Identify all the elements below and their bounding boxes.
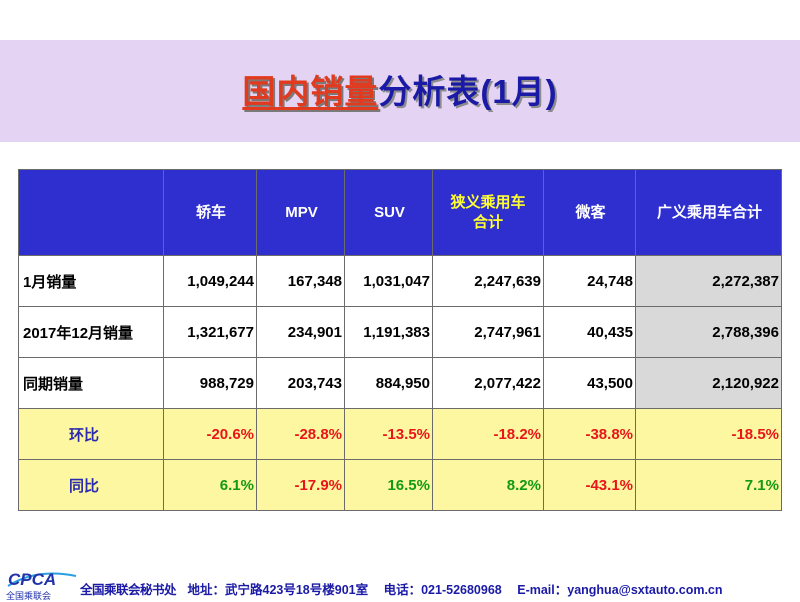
table-cell-pct: -18.2% [432, 408, 544, 460]
row-label: 2017年12月销量 [18, 306, 164, 358]
table-cell: 2,247,639 [432, 255, 544, 307]
table-cell-pct: -17.9% [256, 459, 345, 511]
table-header-cell: 轿车 [163, 169, 257, 256]
table-cell: 1,049,244 [163, 255, 257, 307]
table-cell-pct: -13.5% [344, 408, 433, 460]
table-cell-total: 2,272,387 [635, 255, 782, 307]
table-cell: 234,901 [256, 306, 345, 358]
cpca-swoosh-icon [7, 572, 77, 587]
table-cell: 2,077,422 [432, 357, 544, 409]
row-label: 同比 [18, 459, 164, 511]
footer: CPCA 全国乘联会 全国乘联会秘书处 地址：武宁路423号18号楼901室 电… [0, 570, 800, 601]
table-cell: 988,729 [163, 357, 257, 409]
table-cell-pct: 6.1% [163, 459, 257, 511]
footer-org: 全国乘联会秘书处 [80, 583, 177, 597]
table-cell-pct: -18.5% [635, 408, 782, 460]
footer-email: E-mail：yanghua@sxtauto.com.cn [517, 583, 723, 597]
footer-address: 地址：武宁路423号18号楼901室 [187, 583, 369, 597]
table-row-pct: 环比 -20.6% -28.8% -13.5% -18.2% -38.8% -1… [18, 408, 782, 460]
table-cell: 2,747,961 [432, 306, 544, 358]
table-cell: 40,435 [543, 306, 636, 358]
footer-phone: 电话：021-52680968 [383, 583, 502, 597]
table-header-cell-narrow-total: 狭义乘用车合计 [432, 169, 544, 256]
table-header-cell: 广义乘用车合计 [635, 169, 782, 256]
table-header-cell [18, 169, 164, 256]
table-row: 1月销量 1,049,244 167,348 1,031,047 2,247,6… [18, 255, 782, 307]
row-label: 1月销量 [18, 255, 164, 307]
table-cell-pct: -28.8% [256, 408, 345, 460]
row-label: 环比 [18, 408, 164, 460]
cpca-logo: CPCA 全国乘联会 [6, 570, 78, 601]
table-row: 2017年12月销量 1,321,677 234,901 1,191,383 2… [18, 306, 782, 358]
sales-analysis-table: 轿车 MPV SUV 狭义乘用车合计 微客 广义乘用车合计 1月销量 1,049… [18, 169, 782, 511]
table-cell-pct: -38.8% [543, 408, 636, 460]
page-title: 国内销量分析表(1月) [0, 70, 800, 114]
table-cell-pct: 8.2% [432, 459, 544, 511]
table-cell-total: 2,788,396 [635, 306, 782, 358]
table-header-row: 轿车 MPV SUV 狭义乘用车合计 微客 广义乘用车合计 [18, 169, 782, 256]
table-row: 同期销量 988,729 203,743 884,950 2,077,422 4… [18, 357, 782, 409]
table-header-cell: 微客 [543, 169, 636, 256]
table-cell: 1,191,383 [344, 306, 433, 358]
logo-text: CPCA [8, 570, 57, 589]
title-blue-part: 分析表(1月) [378, 73, 558, 110]
table-cell: 24,748 [543, 255, 636, 307]
table-cell-total: 2,120,922 [635, 357, 782, 409]
table-cell: 1,321,677 [163, 306, 257, 358]
footer-contact-info: 全国乘联会秘书处 地址：武宁路423号18号楼901室 电话：021-52680… [80, 579, 723, 598]
table-cell: 167,348 [256, 255, 345, 307]
table-row-pct: 同比 6.1% -17.9% 16.5% 8.2% -43.1% 7.1% [18, 459, 782, 511]
table-cell: 884,950 [344, 357, 433, 409]
table-cell-pct: -43.1% [543, 459, 636, 511]
table-cell-pct: 16.5% [344, 459, 433, 511]
table-cell: 1,031,047 [344, 255, 433, 307]
table-cell: 43,500 [543, 357, 636, 409]
table-header-cell: MPV [256, 169, 345, 256]
logo-subtext: 全国乘联会 [6, 591, 52, 601]
table-header-cell: SUV [344, 169, 433, 256]
title-band [0, 40, 800, 142]
table-cell-pct: 7.1% [635, 459, 782, 511]
table-cell-pct: -20.6% [163, 408, 257, 460]
table-cell: 203,743 [256, 357, 345, 409]
title-red-part: 国内销量 [242, 73, 379, 110]
row-label: 同期销量 [18, 357, 164, 409]
